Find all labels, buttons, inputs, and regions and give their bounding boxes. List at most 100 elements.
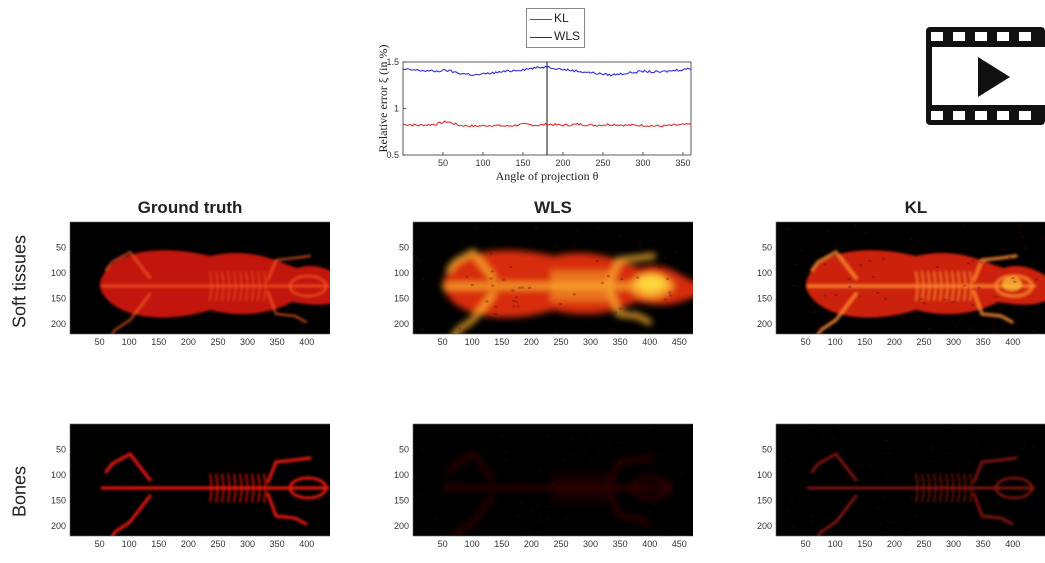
specimen <box>100 250 330 334</box>
y-tick-label-100: 100 <box>757 470 772 480</box>
noise-speck <box>540 531 544 534</box>
y-tick-label-50: 50 <box>762 242 772 252</box>
x-tick-label-150: 150 <box>494 337 509 347</box>
noise-speck <box>852 463 856 466</box>
x-tick-label-350: 350 <box>976 337 991 347</box>
noise-layer <box>415 226 693 334</box>
front-leg-upper <box>810 452 858 482</box>
x-tick-label-250: 250 <box>210 337 225 347</box>
noise-speck <box>962 490 966 492</box>
legend-swatch-wls <box>530 37 552 38</box>
rib <box>263 473 267 503</box>
skull <box>288 476 328 500</box>
x-tick-label-300: 300 <box>583 337 598 347</box>
noise-speck <box>465 275 469 278</box>
rib <box>588 473 592 503</box>
front-leg-lower <box>453 494 495 536</box>
noise-speck <box>572 244 576 247</box>
noise-speck <box>596 455 600 458</box>
noise-speck <box>789 501 793 504</box>
noise-speck <box>683 329 687 332</box>
noise-speck <box>811 427 815 429</box>
noise-speck <box>515 296 519 299</box>
noise-speck <box>879 522 882 525</box>
x-tick-label-100: 100 <box>828 337 843 347</box>
rib <box>587 270 592 302</box>
noise-speck <box>926 427 929 430</box>
x-tick-label-200: 200 <box>887 539 902 549</box>
noise-speck <box>791 526 795 529</box>
y-tick-label-100: 100 <box>51 470 66 480</box>
y-tick-label-100: 100 <box>51 268 66 278</box>
front-leg-lower <box>110 494 152 536</box>
noise-speck <box>493 305 497 308</box>
noise-speck <box>1011 479 1015 482</box>
noise-speck <box>919 297 923 300</box>
noise-speck <box>629 309 633 312</box>
hind-leg-upper <box>266 456 312 484</box>
noise-speck <box>870 482 874 485</box>
x-tick-label-200: 200 <box>524 539 539 549</box>
x-axis-label: Angle of projection θ <box>496 169 599 183</box>
noise-speck <box>570 437 574 440</box>
noise-speck <box>1035 518 1039 521</box>
rib <box>570 473 574 503</box>
hind-leg-lower <box>266 290 308 324</box>
noise-speck <box>963 284 967 287</box>
rib <box>594 473 598 503</box>
noise-speck <box>1002 248 1005 251</box>
noise-speck <box>490 226 494 229</box>
soft-body <box>806 249 1045 334</box>
noise-speck <box>567 471 571 473</box>
x-tick-label-450: 450 <box>672 337 687 347</box>
noise-speck <box>658 266 662 269</box>
noise-speck <box>486 247 490 250</box>
noise-speck <box>913 514 917 517</box>
noise-speck <box>490 270 494 273</box>
noise-speck <box>614 311 617 314</box>
x-tick-label-300: 300 <box>946 337 961 347</box>
noise-speck <box>1012 306 1016 309</box>
noise-speck <box>690 327 693 330</box>
rib <box>257 473 261 503</box>
y-tick-label-150: 150 <box>51 495 66 505</box>
y-tick-label-150: 150 <box>394 293 409 303</box>
noise-speck <box>615 441 619 444</box>
noise-speck <box>647 427 651 430</box>
x-tick-label-150: 150 <box>857 337 872 347</box>
y-tick-label-0: 0.5 <box>386 150 399 160</box>
noise-speck <box>887 521 891 524</box>
image-frame <box>775 221 1045 335</box>
bone-structure <box>100 451 330 536</box>
noise-speck <box>453 519 457 522</box>
rib <box>239 473 243 503</box>
image-frame <box>69 221 330 335</box>
relative-error-line-chart: 50 100 150 200 250 300 350 0.5 1 1.5 Angle of proj… <box>376 45 692 183</box>
x-tick-label-400: 400 <box>642 337 657 347</box>
noise-speck <box>572 293 576 296</box>
y-tick-label-50: 50 <box>762 444 772 454</box>
y-tick-label-50: 50 <box>56 444 66 454</box>
video-play-icon[interactable] <box>926 27 1045 125</box>
noise-speck <box>850 249 854 252</box>
noise-speck <box>971 304 975 307</box>
x-tick-label-100: 100 <box>122 337 137 347</box>
noise-speck <box>536 504 540 507</box>
noise-speck <box>1008 256 1012 259</box>
noise-speck <box>641 462 645 465</box>
noise-speck <box>551 313 555 316</box>
noise-speck <box>834 294 838 296</box>
noise-speck <box>607 275 611 278</box>
y-tick-label-200: 200 <box>757 521 772 531</box>
noise-speck <box>813 502 817 505</box>
noise-speck <box>528 286 532 289</box>
noise-speck <box>486 438 490 441</box>
rib <box>600 473 604 503</box>
noise-speck <box>650 240 654 243</box>
noise-speck <box>504 487 508 490</box>
x-tick-label-400: 400 <box>299 539 314 549</box>
noise-speck <box>634 535 638 536</box>
noise-speck <box>517 514 521 517</box>
column-title-wls: WLS <box>534 198 572 217</box>
noise-speck <box>1006 487 1010 490</box>
